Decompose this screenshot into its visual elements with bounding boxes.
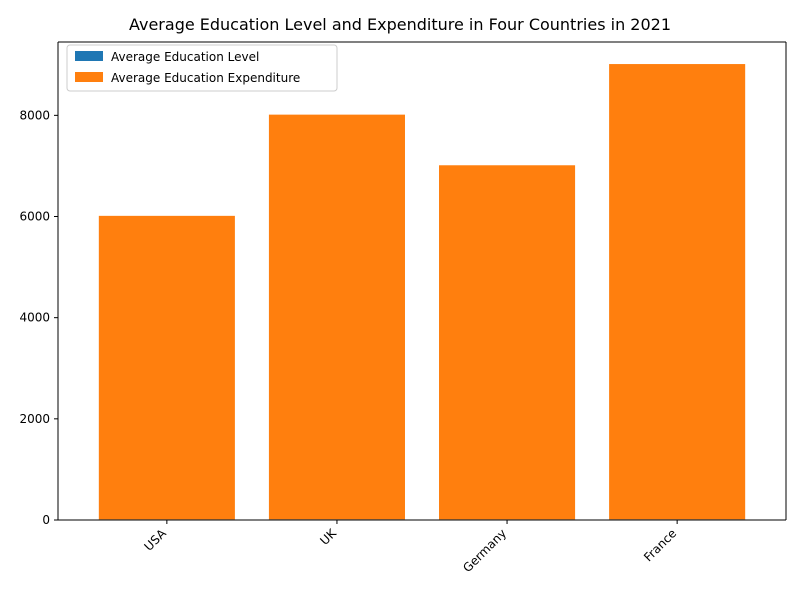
bar-education-expenditure-france	[609, 64, 746, 520]
x-tick-label-usa: USA	[142, 526, 170, 554]
x-axis: USA UK Germany France	[142, 520, 679, 575]
y-tick-label: 2000	[19, 412, 50, 426]
y-axis: 0 2000 4000 6000 8000	[19, 108, 58, 527]
x-tick-label-uk: UK	[317, 525, 339, 547]
y-tick-label: 8000	[19, 108, 50, 122]
y-tick-label: 0	[42, 513, 50, 527]
legend-swatch	[75, 51, 103, 61]
x-tick-label-germany: Germany	[460, 526, 509, 575]
bar-education-expenditure-uk	[268, 114, 405, 520]
legend: Average Education Level Average Education…	[66, 44, 338, 92]
legend-box	[66, 44, 338, 92]
y-tick-label: 4000	[19, 311, 50, 325]
chart-title: Average Education Level and Expenditure …	[129, 15, 671, 34]
legend-label: Average Education Expenditure	[111, 71, 300, 85]
bar-group	[98, 64, 746, 521]
plot-frame	[57, 41, 787, 521]
x-tick-label-france: France	[641, 526, 679, 564]
legend-label: Average Education Level	[111, 50, 259, 64]
y-tick-label: 6000	[19, 210, 50, 224]
bar-education-expenditure-germany	[439, 165, 576, 520]
bar-education-expenditure-usa	[98, 215, 235, 520]
legend-swatch	[75, 72, 103, 82]
